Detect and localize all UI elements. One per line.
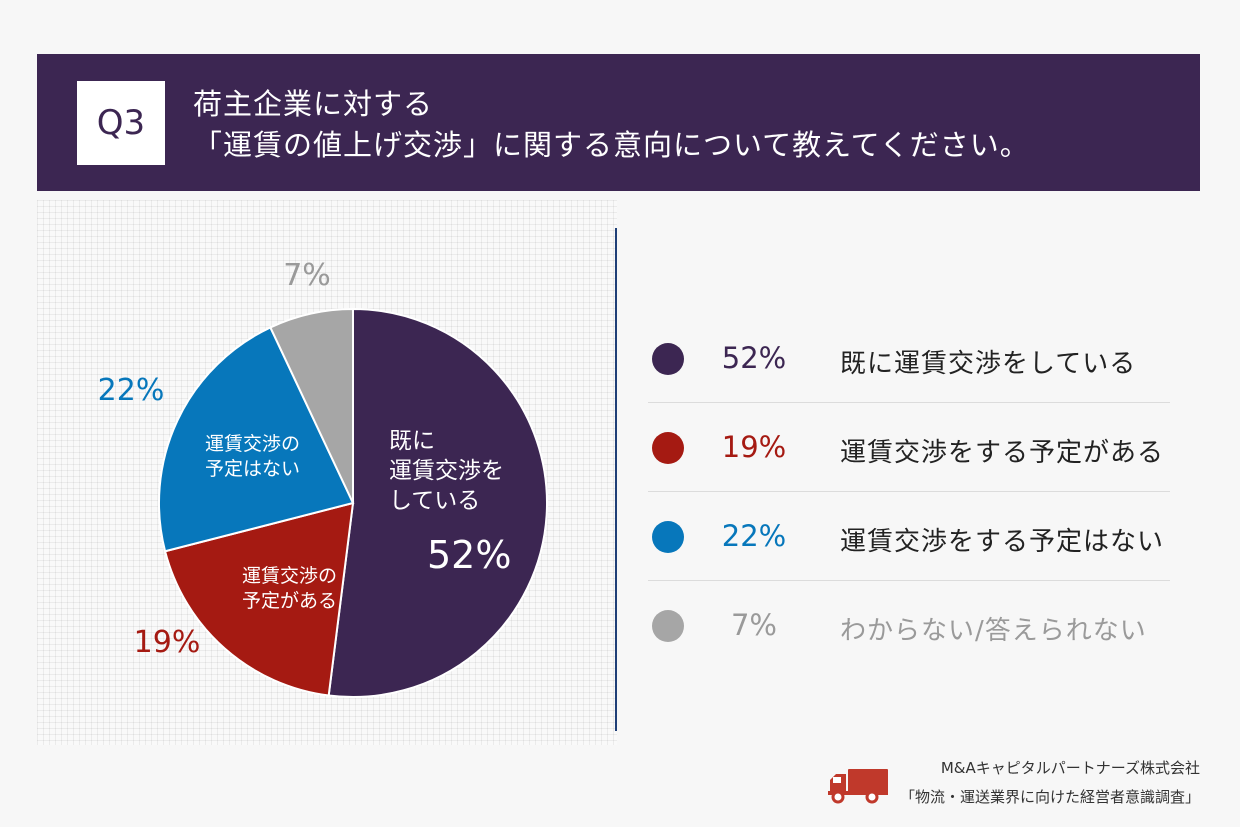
question-title: 荷主企業に対する 「運賃の値上げ交渉」に関する意向について教えてください。 xyxy=(193,84,1030,166)
slice-inner-label: 既に運賃交渉をしている xyxy=(389,428,504,514)
slice-inner-label: 運賃交渉の予定がある xyxy=(242,565,337,612)
legend-label: 運賃交渉をする予定がある xyxy=(840,438,1165,468)
legend-row: 7% わからない/答えられない xyxy=(648,581,1170,669)
question-header: Q3 荷主企業に対する 「運賃の値上げ交渉」に関する意向について教えてください。 xyxy=(37,54,1200,191)
pie-slice xyxy=(269,307,354,504)
legend-label: わからない/答えられない xyxy=(840,616,1147,646)
legend-dot xyxy=(652,432,684,464)
legend-percent: 19% xyxy=(721,430,787,464)
question-title-line1: 荷主企業に対する xyxy=(193,87,434,121)
slice-outer-percent: 7% xyxy=(283,258,331,293)
legend-percent: 52% xyxy=(721,341,787,375)
legend-dot xyxy=(652,610,684,642)
company-name: M&Aキャピタルパートナーズ株式会社 xyxy=(940,759,1200,777)
legend-row: 19% 運賃交渉をする予定がある xyxy=(648,403,1170,492)
legend-percent: 22% xyxy=(721,519,787,553)
slice-outer-percent: 19% xyxy=(134,625,201,660)
pie-slice xyxy=(327,307,548,698)
legend-percent: 7% xyxy=(730,608,777,642)
slice-inner-percent: 52% xyxy=(427,533,511,577)
legend-row: 52% 既に運賃交渉をしている xyxy=(648,314,1170,403)
chart-panel: 既に運賃交渉をしている 52% 運賃交渉の予定がある 運賃交渉の予定はない 19% 22%… xyxy=(37,200,617,745)
question-number-badge: Q3 xyxy=(77,81,165,165)
legend-label: 既に運賃交渉をしている xyxy=(840,349,1137,379)
pie-slice xyxy=(163,501,355,697)
legend-dot xyxy=(652,521,684,553)
pie-chart: 既に運賃交渉をしている 52% 運賃交渉の予定がある 運賃交渉の予定はない 19% 22%… xyxy=(98,258,548,698)
vertical-divider xyxy=(615,228,617,731)
legend-row: 22% 運賃交渉をする予定はない xyxy=(648,492,1170,581)
slice-inner-label: 運賃交渉の予定はない xyxy=(205,433,300,480)
slice-outer-percent: 22% xyxy=(98,373,165,408)
pie-slice xyxy=(158,326,355,553)
survey-name: 「物流・運送業界に向けた経営者意識調査」 xyxy=(899,788,1200,806)
legend: 52% 既に運賃交渉をしている 19% 運賃交渉をする予定がある 22% 運賃交… xyxy=(648,314,1170,669)
truck-icon xyxy=(828,769,888,804)
legend-label: 運賃交渉をする予定はない xyxy=(840,527,1165,557)
question-title-line2: 「運賃の値上げ交渉」に関する意向について教えてください。 xyxy=(193,128,1030,162)
legend-dot xyxy=(652,343,684,375)
source-credit: M&Aキャピタルパートナーズ株式会社 「物流・運送業界に向けた経営者意識調査」 xyxy=(900,754,1200,812)
